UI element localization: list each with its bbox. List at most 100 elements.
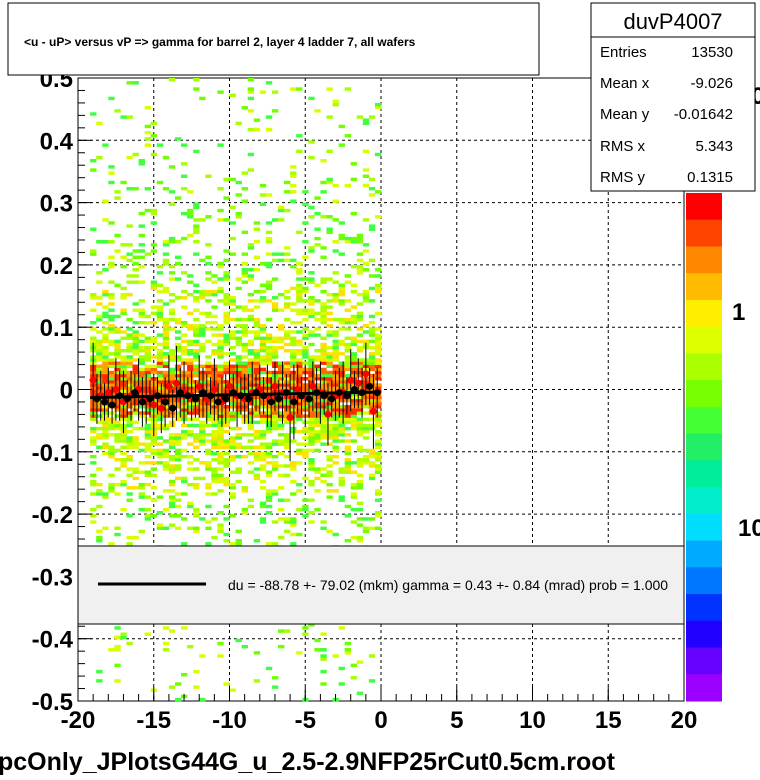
heat-cell bbox=[362, 218, 370, 222]
heat-cell bbox=[223, 218, 230, 222]
heat-cell bbox=[265, 461, 273, 465]
heat-cell bbox=[217, 386, 224, 390]
heat-cell bbox=[284, 342, 291, 347]
heat-cell bbox=[174, 454, 182, 459]
heat-cell bbox=[314, 349, 321, 353]
heat-cell bbox=[181, 143, 188, 147]
heat-cell bbox=[284, 380, 291, 384]
heat-cell bbox=[356, 115, 364, 119]
heat-cell bbox=[374, 492, 382, 496]
heat-cell bbox=[362, 411, 370, 415]
heat-cell bbox=[356, 473, 364, 478]
heat-cell bbox=[144, 137, 152, 141]
heat-cell bbox=[290, 532, 297, 537]
heat-cell bbox=[126, 401, 133, 406]
heat-cell bbox=[368, 355, 376, 359]
heat-cell bbox=[174, 345, 182, 350]
black-point bbox=[214, 398, 222, 406]
heat-cell bbox=[308, 479, 315, 484]
heat-cell bbox=[174, 349, 182, 353]
heat-cell bbox=[144, 507, 152, 512]
heat-cell bbox=[374, 429, 382, 434]
heat-cell bbox=[320, 246, 327, 250]
heat-cell bbox=[187, 461, 194, 465]
heat-cell bbox=[326, 227, 333, 231]
heat-cell bbox=[265, 349, 273, 353]
heat-cell bbox=[217, 433, 224, 437]
heat-cell bbox=[302, 286, 309, 291]
heat-cell bbox=[326, 324, 333, 328]
heat-cell bbox=[199, 296, 206, 300]
heat-cell bbox=[144, 143, 152, 147]
heat-cell bbox=[102, 433, 109, 437]
heat-cell bbox=[284, 302, 291, 306]
heat-cell bbox=[144, 632, 152, 636]
heat-cell bbox=[156, 180, 164, 185]
heat-cell bbox=[265, 423, 273, 428]
heat-cell bbox=[174, 395, 182, 400]
heat-cell bbox=[368, 224, 376, 228]
heat-cell bbox=[247, 292, 255, 297]
heat-cell bbox=[108, 364, 115, 368]
heat-cell bbox=[332, 183, 339, 188]
heat-cell bbox=[308, 405, 315, 409]
heat-cell bbox=[326, 529, 333, 534]
heat-cell bbox=[296, 283, 303, 288]
heat-cell bbox=[120, 436, 127, 440]
heat-cell bbox=[174, 504, 182, 509]
heat-cell bbox=[193, 252, 200, 256]
heat-cell bbox=[211, 442, 218, 446]
heat-cell bbox=[229, 439, 236, 443]
heat-cell bbox=[247, 127, 255, 132]
heat-cell bbox=[229, 345, 236, 350]
heat-cell bbox=[205, 467, 212, 471]
heat-cell bbox=[308, 426, 315, 431]
heat-cell bbox=[199, 426, 206, 431]
heat-cell bbox=[290, 467, 297, 471]
heat-cell bbox=[114, 355, 121, 359]
heat-cell bbox=[162, 392, 170, 397]
heat-cell bbox=[326, 417, 333, 421]
heat-cell bbox=[265, 666, 273, 671]
heat-cell bbox=[374, 377, 382, 381]
heat-cell bbox=[350, 411, 358, 415]
heat-cell bbox=[350, 370, 358, 375]
heat-cell bbox=[120, 355, 127, 359]
heat-cell bbox=[308, 510, 315, 515]
heat-cell bbox=[302, 289, 309, 294]
heat-cell bbox=[156, 423, 164, 428]
heat-cell bbox=[284, 330, 291, 334]
heat-cell bbox=[338, 320, 345, 325]
heat-cell bbox=[350, 398, 358, 403]
heat-cell bbox=[235, 336, 242, 340]
heat-cell bbox=[362, 296, 370, 300]
heat-cell bbox=[326, 423, 333, 428]
heat-cell bbox=[96, 482, 103, 487]
heat-cell bbox=[138, 495, 145, 499]
heat-cell bbox=[284, 473, 291, 478]
heat-cell bbox=[308, 414, 315, 418]
heat-cell bbox=[168, 482, 176, 487]
heat-cell bbox=[235, 339, 242, 344]
heat-cell bbox=[126, 411, 133, 415]
heat-cell bbox=[362, 149, 370, 154]
heat-cell bbox=[114, 342, 121, 347]
heat-cell bbox=[265, 280, 273, 284]
heat-cell bbox=[235, 305, 242, 309]
heat-cell bbox=[362, 526, 370, 530]
heat-cell bbox=[296, 289, 303, 294]
heat-cell bbox=[356, 445, 364, 449]
heat-cell bbox=[241, 324, 248, 328]
heat-cell bbox=[253, 373, 261, 378]
heat-cell bbox=[193, 364, 200, 368]
heat-cell bbox=[199, 461, 206, 465]
heat-cell bbox=[290, 383, 297, 387]
heat-cell bbox=[374, 458, 382, 462]
heat-cell bbox=[223, 277, 230, 281]
heat-cell bbox=[356, 486, 364, 490]
heat-cell bbox=[199, 433, 206, 437]
heat-cell bbox=[187, 373, 194, 378]
heat-cell bbox=[156, 311, 164, 316]
legend-fit-text: du = -88.78 +- 79.02 (mkm) gamma = 0.43 … bbox=[228, 577, 668, 593]
